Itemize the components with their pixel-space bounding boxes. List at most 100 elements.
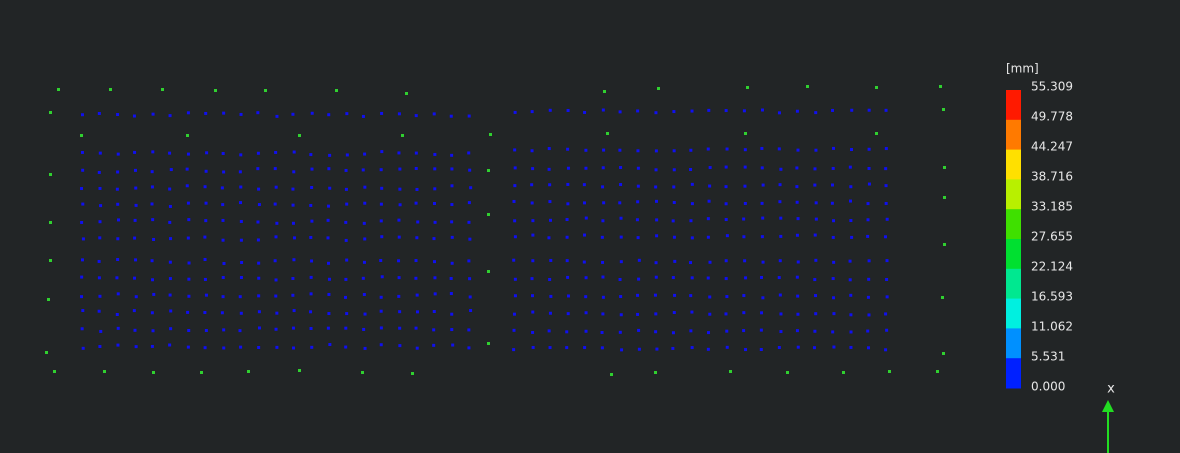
point — [256, 238, 260, 242]
point — [97, 276, 101, 280]
point — [832, 296, 836, 300]
point — [81, 168, 85, 172]
point — [760, 108, 764, 112]
point — [275, 311, 279, 315]
point — [116, 237, 120, 241]
point — [414, 151, 418, 155]
point — [867, 166, 871, 170]
point — [414, 326, 418, 330]
point — [326, 236, 330, 240]
point — [619, 216, 623, 220]
point — [326, 326, 330, 330]
scale-segment — [1006, 358, 1021, 389]
point — [80, 150, 84, 154]
point — [725, 234, 729, 238]
scale-segment — [1006, 90, 1021, 121]
point — [600, 235, 604, 239]
point — [655, 234, 659, 238]
point — [80, 113, 84, 117]
point — [795, 200, 799, 204]
axis-arrow-head — [1102, 400, 1114, 412]
point — [690, 236, 694, 240]
point — [584, 329, 588, 333]
point — [292, 309, 296, 313]
point — [654, 185, 658, 189]
point — [310, 345, 314, 349]
point — [689, 148, 693, 152]
point — [379, 258, 383, 262]
point — [830, 201, 834, 205]
point — [744, 276, 748, 280]
point — [433, 276, 437, 280]
point — [832, 345, 836, 349]
point — [168, 343, 172, 347]
point — [606, 132, 609, 135]
point — [602, 148, 606, 152]
point — [326, 218, 330, 222]
point — [618, 277, 622, 281]
point — [362, 327, 366, 331]
point — [222, 346, 226, 350]
point — [849, 185, 853, 189]
point — [220, 186, 224, 190]
point — [813, 278, 817, 282]
point — [327, 167, 331, 171]
point — [221, 151, 225, 155]
point — [239, 153, 243, 157]
point — [813, 183, 817, 187]
point — [618, 201, 622, 205]
point — [132, 114, 136, 118]
point — [150, 170, 154, 174]
point — [583, 110, 587, 114]
point — [832, 312, 836, 316]
point — [725, 329, 729, 333]
point — [866, 329, 870, 333]
point — [203, 346, 207, 350]
point — [619, 166, 623, 170]
point — [584, 166, 588, 170]
point — [867, 147, 871, 151]
point — [779, 330, 783, 334]
point — [707, 331, 711, 335]
point — [328, 343, 332, 347]
point — [724, 165, 728, 169]
point — [566, 108, 570, 112]
point — [530, 201, 534, 205]
point — [397, 259, 401, 263]
point — [97, 111, 101, 115]
point — [884, 312, 888, 316]
point — [397, 276, 401, 280]
point — [513, 184, 517, 188]
point — [672, 200, 676, 204]
point — [467, 328, 471, 332]
point — [943, 166, 946, 169]
point — [724, 218, 728, 222]
point — [672, 168, 676, 172]
point — [943, 196, 946, 199]
point — [708, 312, 712, 316]
scale-label: 5.531 — [1031, 350, 1065, 364]
point — [742, 235, 746, 239]
point — [566, 202, 570, 206]
point — [380, 235, 384, 239]
point — [618, 148, 622, 152]
scale-label: 27.655 — [1031, 230, 1073, 244]
point — [97, 309, 101, 313]
point — [133, 236, 137, 240]
point — [547, 167, 551, 171]
point — [150, 344, 154, 348]
point — [98, 345, 102, 349]
point — [310, 111, 314, 115]
point — [115, 187, 119, 191]
point — [116, 343, 120, 347]
point — [760, 311, 764, 315]
point — [239, 238, 243, 242]
point — [49, 173, 52, 176]
point — [566, 294, 570, 298]
point — [134, 258, 138, 262]
point — [274, 150, 278, 154]
point — [885, 259, 889, 263]
point — [689, 167, 693, 171]
point — [450, 167, 454, 171]
point — [812, 346, 816, 350]
